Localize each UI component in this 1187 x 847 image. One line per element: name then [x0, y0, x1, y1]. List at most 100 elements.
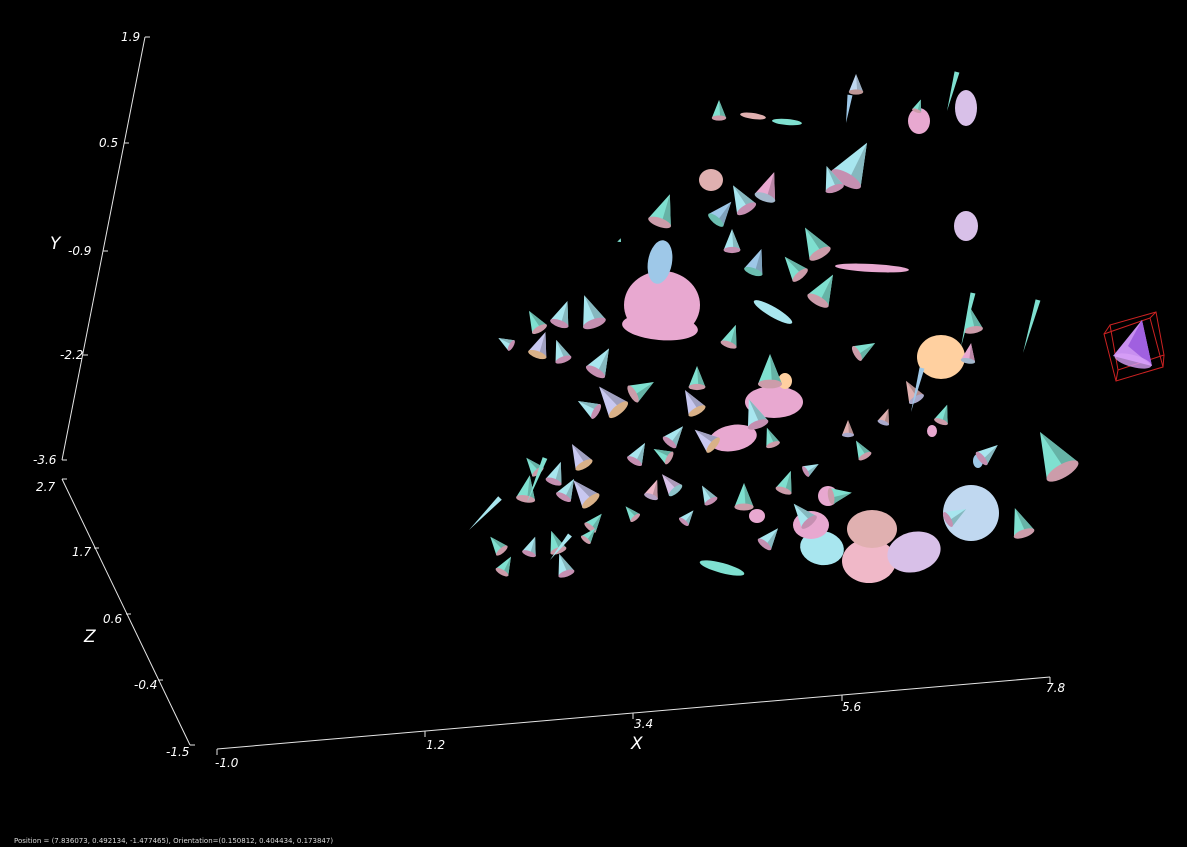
disc-glyph[interactable]	[847, 510, 897, 548]
cone-glyph[interactable]	[706, 196, 738, 229]
cone-glyph[interactable]	[584, 343, 618, 381]
disc-glyph[interactable]	[621, 311, 699, 344]
cone-glyph[interactable]	[801, 459, 822, 478]
disc-glyph[interactable]	[751, 297, 794, 328]
cone-glyph[interactable]	[933, 402, 954, 426]
disc-glyph[interactable]	[698, 557, 745, 579]
cone-glyph[interactable]	[842, 420, 854, 438]
cone-glyph[interactable]	[551, 551, 575, 579]
cone-glyph[interactable]	[565, 473, 601, 511]
cone-glyph[interactable]	[828, 134, 881, 193]
cone-glyph[interactable]	[485, 532, 509, 557]
cone-glyph[interactable]	[974, 439, 1003, 467]
cone-glyph[interactable]	[689, 422, 722, 454]
cone-glyph[interactable]	[850, 336, 879, 363]
cone-glyph[interactable]	[647, 190, 681, 231]
needle-glyph[interactable]	[846, 94, 853, 123]
needle-glyph[interactable]	[469, 496, 502, 530]
y-tick-label: 1.9	[121, 30, 140, 44]
disc-glyph[interactable]	[740, 111, 767, 121]
status-bar: Position = (7.836073, 0.492134, -1.47746…	[14, 837, 334, 845]
cone-glyph[interactable]	[786, 498, 818, 531]
glyph-cloud[interactable]	[469, 71, 1081, 583]
disc-glyph[interactable]	[883, 526, 946, 579]
cone-glyph[interactable]	[941, 502, 970, 529]
cone-glyph[interactable]	[753, 168, 784, 204]
disc-glyph[interactable]	[943, 485, 999, 541]
needle-glyph[interactable]	[961, 292, 976, 347]
cone-glyph[interactable]	[777, 251, 809, 284]
cone-glyph[interactable]	[661, 421, 689, 450]
cone-glyph[interactable]	[743, 246, 770, 278]
disc-glyph[interactable]	[835, 262, 909, 274]
cone-glyph[interactable]	[621, 502, 641, 523]
cone-glyph[interactable]	[688, 366, 706, 391]
disc-glyph[interactable]	[954, 211, 978, 241]
disc-glyph[interactable]	[745, 386, 803, 418]
cone-glyph[interactable]	[805, 269, 843, 311]
cone-glyph[interactable]	[850, 437, 873, 462]
disc-glyph[interactable]	[955, 90, 977, 126]
disc-glyph[interactable]	[772, 118, 802, 127]
cone-glyph[interactable]	[626, 439, 653, 468]
cone-glyph[interactable]	[677, 385, 707, 418]
cone-glyph[interactable]	[758, 354, 782, 389]
cone-glyph[interactable]	[723, 229, 741, 254]
cone-glyph[interactable]	[564, 439, 594, 472]
cone-glyph[interactable]	[739, 395, 770, 431]
needle-glyph[interactable]	[911, 367, 925, 412]
cone-glyph[interactable]	[960, 342, 978, 365]
cone-glyph[interactable]	[625, 374, 658, 404]
cone-glyph[interactable]	[720, 322, 744, 350]
cone-glyph[interactable]	[549, 298, 576, 330]
cone-glyph[interactable]	[521, 534, 542, 558]
cone-glyph[interactable]	[590, 379, 630, 421]
disc-glyph[interactable]	[797, 527, 846, 568]
needle-glyph[interactable]	[527, 457, 548, 503]
cone-glyph[interactable]	[818, 163, 845, 195]
cone-glyph[interactable]	[522, 307, 549, 336]
z-tick-label: -1.5	[166, 745, 189, 759]
cone-glyph[interactable]	[724, 180, 758, 218]
cone-glyph[interactable]	[711, 100, 727, 121]
disc-glyph[interactable]	[908, 108, 930, 134]
disc-glyph[interactable]	[917, 335, 965, 379]
cone-glyph[interactable]	[580, 524, 600, 545]
disc-glyph[interactable]	[927, 425, 937, 437]
cone-glyph[interactable]	[760, 425, 781, 449]
selected-glyph[interactable]	[1103, 311, 1165, 382]
needle-glyph[interactable]	[947, 71, 960, 111]
needle-glyph[interactable]	[617, 238, 621, 242]
cone-glyph[interactable]	[756, 523, 784, 552]
cone-glyph[interactable]	[696, 482, 719, 507]
cone-glyph[interactable]	[1024, 423, 1081, 486]
disc-glyph[interactable]	[749, 509, 765, 523]
cone-glyph[interactable]	[545, 459, 569, 487]
disc-glyph[interactable]	[644, 238, 675, 285]
cone-glyph[interactable]	[877, 407, 894, 427]
cone-glyph[interactable]	[848, 74, 864, 95]
cone-glyph[interactable]	[495, 333, 516, 352]
disc-glyph[interactable]	[699, 169, 723, 191]
disc-glyph[interactable]	[707, 421, 759, 455]
cone-glyph[interactable]	[555, 475, 582, 504]
cone-glyph[interactable]	[574, 394, 603, 421]
cone-glyph[interactable]	[827, 484, 854, 505]
needle-glyph[interactable]	[550, 533, 572, 560]
cone-glyph[interactable]	[912, 98, 926, 114]
needle-glyph[interactable]	[1023, 299, 1041, 353]
cone-glyph[interactable]	[548, 337, 572, 365]
cone-glyph[interactable]	[775, 468, 799, 496]
cone-glyph[interactable]	[527, 329, 554, 361]
y-tick-label: 0.5	[99, 136, 118, 150]
cone-glyph[interactable]	[643, 477, 664, 501]
disc-glyph[interactable]	[842, 539, 896, 583]
cone-glyph[interactable]	[494, 553, 517, 578]
cone-glyph[interactable]	[1005, 504, 1036, 540]
cone-glyph[interactable]	[656, 469, 684, 498]
cone-glyph[interactable]	[650, 443, 675, 466]
cone-glyph[interactable]	[573, 291, 607, 332]
cone-glyph[interactable]	[795, 222, 833, 264]
cone-glyph[interactable]	[678, 506, 698, 527]
